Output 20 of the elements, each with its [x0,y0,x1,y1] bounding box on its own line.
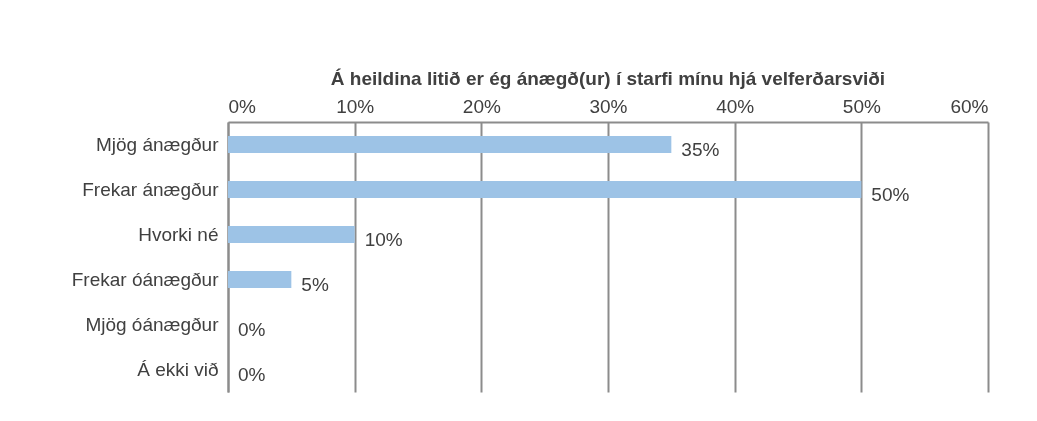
y-tick-label: Mjög ánægður [95,133,220,155]
chart-title: Á heildina litið er ég ánægð(ur) í starfi mínu hjá velferðarsviði [330,68,886,89]
x-tick-label: 10% [336,95,375,117]
x-tick-label: 30% [589,95,628,117]
x-tick-label: 60% [950,95,989,117]
y-tick-label: Hvorki né [138,223,219,245]
y-tick-label: Mjög óánægður [85,313,220,335]
x-tick-label: 40% [716,95,755,117]
y-tick-label: Frekar óánægður [71,268,220,290]
data-label: 5% [301,273,329,295]
y-tick-label: Á ekki við [137,358,219,380]
x-tick-label: 0% [228,95,257,117]
y-tick-label: Frekar ánægður [82,178,220,200]
data-label: 0% [238,363,266,385]
data-label: 35% [681,138,720,160]
data-label: 0% [238,318,266,340]
x-tick-label: 20% [462,95,501,117]
data-label: 50% [871,183,910,205]
x-tick-label: 50% [842,95,881,117]
data-label: 10% [364,228,403,250]
